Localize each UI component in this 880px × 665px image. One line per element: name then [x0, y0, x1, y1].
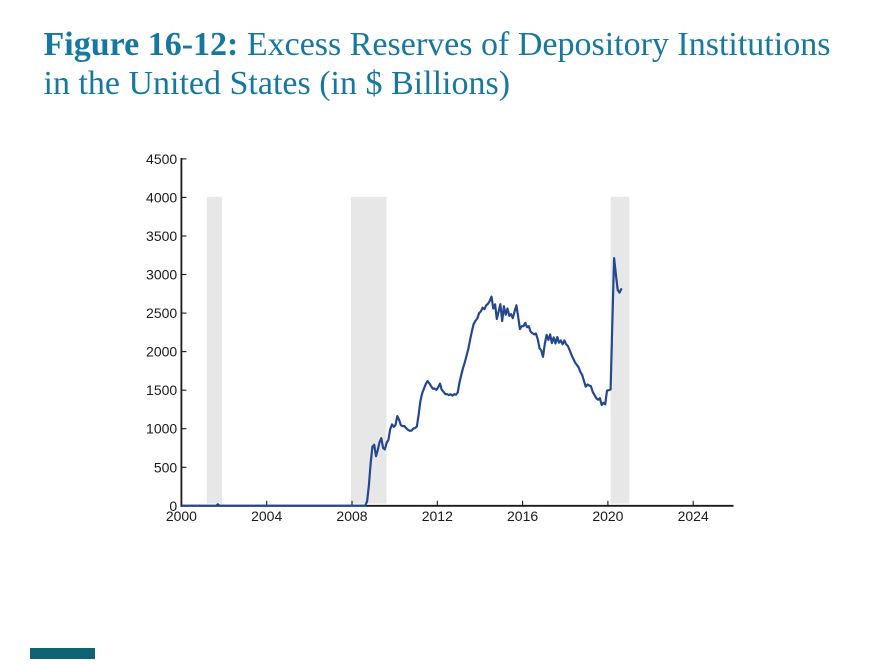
svg-text:2000: 2000: [166, 508, 197, 524]
svg-text:2012: 2012: [422, 508, 453, 524]
svg-text:4000: 4000: [146, 189, 177, 205]
svg-text:2000: 2000: [146, 344, 177, 360]
svg-text:3000: 3000: [146, 267, 177, 283]
svg-text:3500: 3500: [146, 228, 177, 244]
svg-text:2004: 2004: [251, 508, 282, 524]
svg-text:2024: 2024: [678, 508, 709, 524]
svg-text:2008: 2008: [336, 508, 367, 524]
svg-text:4500: 4500: [146, 151, 177, 167]
svg-text:1500: 1500: [146, 382, 177, 398]
svg-text:1000: 1000: [146, 421, 177, 437]
svg-text:0: 0: [169, 498, 177, 514]
svg-text:2500: 2500: [146, 305, 177, 321]
svg-text:2016: 2016: [507, 508, 538, 524]
svg-text:2020: 2020: [592, 508, 623, 524]
svg-text:500: 500: [154, 459, 178, 475]
